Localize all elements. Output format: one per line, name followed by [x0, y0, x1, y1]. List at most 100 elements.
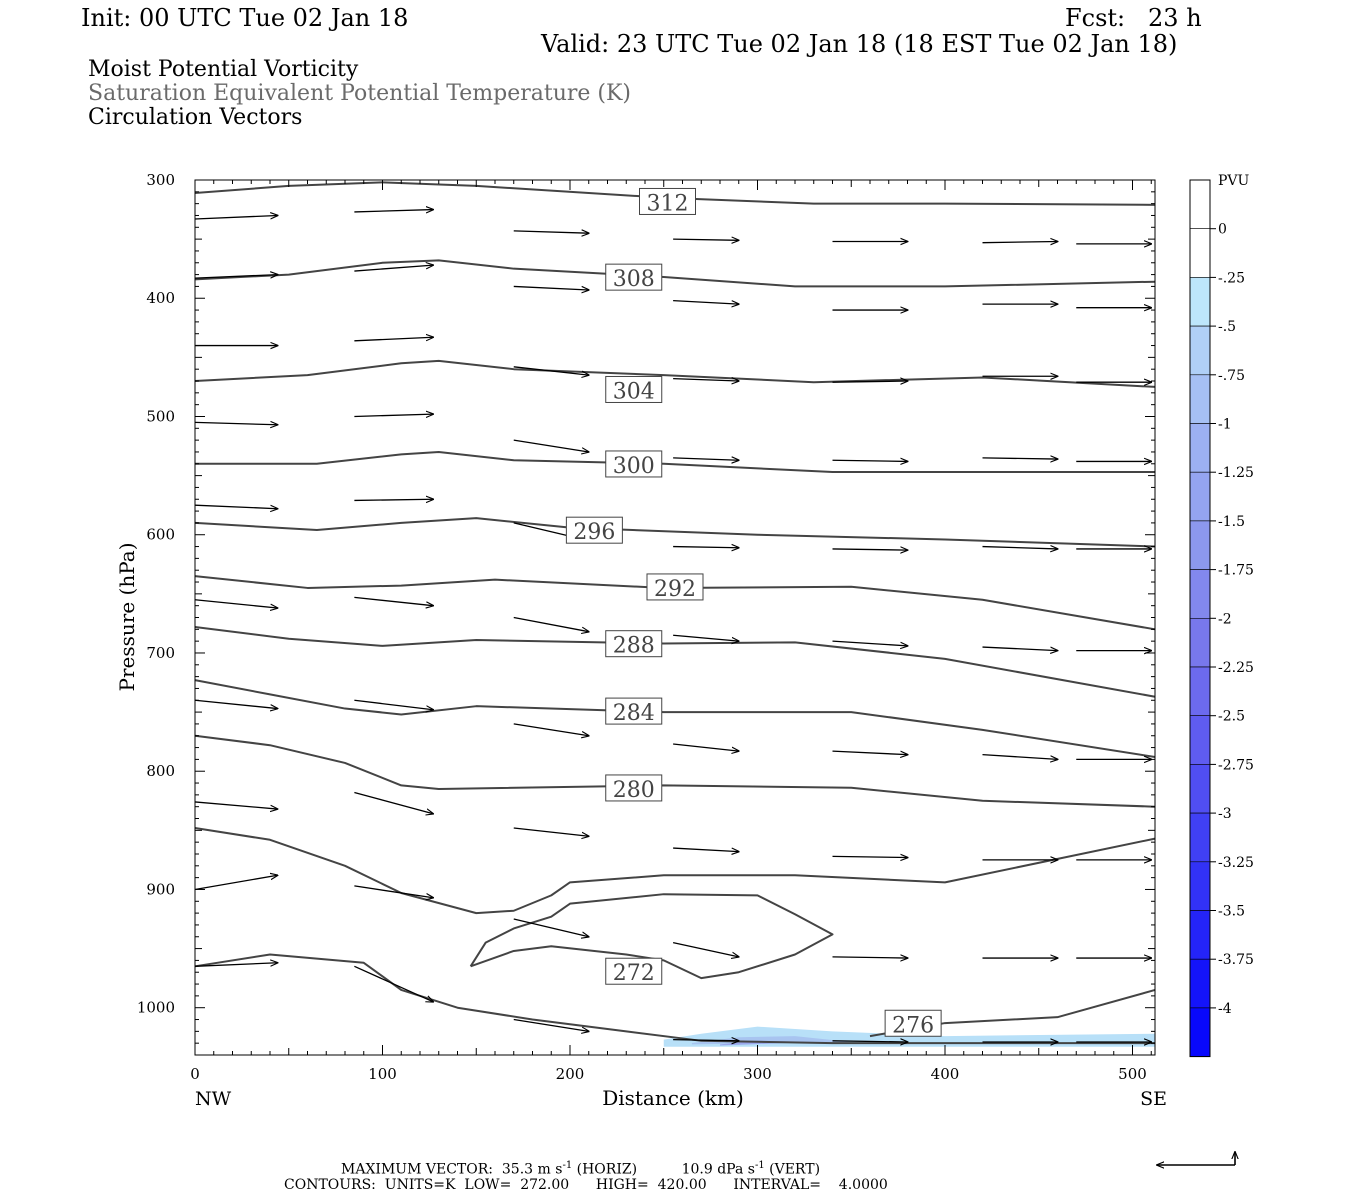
colorbar-swatch-13 [1189, 812, 1211, 863]
y-tick-label: 700 [146, 644, 175, 662]
pv-colorbar: 0 -.25 -.5 -.75 -1 -1.25 -1.5 -1.75 -2 -2.25 -2.5 -… [1189, 179, 1254, 1058]
vector-3-5 [982, 458, 1058, 459]
colorbar-label: -.75 [1218, 368, 1245, 384]
contour-label-312: 312 [639, 187, 696, 216]
colorbar-swatch-15 [1189, 910, 1211, 960]
colorbar-label: -3 [1218, 806, 1232, 822]
vector-6-3 [673, 743, 739, 751]
axis-ticks: 0 100 200 300 400 500 300 400 500 600 700 800 900 100… [137, 171, 1155, 1083]
vector-0-3 [673, 239, 739, 240]
contour-label-text: 284 [613, 701, 655, 726]
colorbar-swatch-3 [1189, 325, 1211, 376]
colorbar-swatch-5 [1189, 423, 1211, 473]
colorbar-label: -3.75 [1218, 952, 1254, 968]
contour-label-text: 312 [647, 191, 689, 216]
vector-6-1 [354, 699, 433, 709]
contour-label-box [605, 630, 663, 658]
vector-5-0 [194, 599, 278, 608]
colorbar-label: 0 [1218, 222, 1227, 238]
colorbar-label: -.25 [1218, 270, 1245, 286]
vector-0-0 [194, 215, 278, 220]
contour-line-308 [194, 259, 1156, 288]
colorbar-label: -1 [1218, 417, 1232, 433]
contour-label-284: 284 [605, 697, 663, 726]
vector-2-1 [354, 337, 433, 342]
contour-line-280 [194, 734, 1156, 808]
y-tick-label: 900 [146, 880, 175, 898]
vector-4-3 [673, 547, 739, 548]
vector-9-3 [673, 1040, 739, 1041]
vector-8-3 [672, 942, 739, 957]
contour-label-box [605, 375, 663, 403]
x-tick-label: 500 [1118, 1065, 1147, 1083]
colorbar-swatch-1 [1189, 228, 1211, 278]
vector-1-1 [354, 265, 433, 272]
vector-0-1 [354, 210, 433, 212]
vector-7-3 [673, 847, 739, 852]
vector-5-1 [354, 596, 433, 605]
contour-label-text: 272 [613, 961, 655, 986]
contour-line-272 [469, 893, 834, 980]
vector-1-2 [513, 285, 589, 290]
vector-7-2 [513, 827, 589, 836]
contour-label-272: 272 [605, 957, 663, 986]
max-vector-line: MAXIMUM VECTOR: 35.3 m s-1 (HORIZ) 10.9 … [341, 1160, 821, 1178]
contour-line-292 [194, 575, 1156, 631]
colorbar-label: -2.5 [1218, 709, 1245, 725]
contour-line-304 [194, 359, 1156, 388]
vector-5-2 [513, 616, 589, 632]
contour-line-312 [194, 181, 1156, 206]
y-tick-label: 300 [146, 171, 175, 189]
vector-3-4 [832, 460, 908, 461]
contour-label-text: 276 [892, 1013, 934, 1038]
colorbar-label: -.5 [1218, 319, 1236, 335]
vector-1-0 [194, 275, 278, 279]
contour-label-text: 280 [613, 778, 655, 803]
contour-label-text: 304 [613, 379, 655, 404]
x-end-label-right: SE [1140, 1088, 1167, 1110]
forecast-hour: Fcst: 23 h [1065, 4, 1202, 32]
vector-0-5 [982, 241, 1058, 242]
reference-vector [1157, 1152, 1235, 1165]
x-tick-label: 300 [743, 1065, 772, 1083]
contour-label-box [565, 516, 623, 544]
vector-8-1 [354, 885, 433, 898]
vector-3-3 [673, 458, 739, 460]
vector-2-4 [832, 381, 908, 382]
y-tick-label: 500 [146, 407, 175, 425]
colorbar-label: -1.25 [1218, 465, 1254, 481]
vector-4-1 [354, 499, 433, 500]
vector-4-0 [194, 504, 278, 509]
colorbar-label: -3.5 [1218, 904, 1245, 920]
colorbar-swatch-2 [1189, 277, 1211, 327]
contours-info-line: CONTOURS: UNITS=K LOW= 272.00 HIGH= 420.… [284, 1177, 888, 1193]
contour-label-box [605, 697, 663, 725]
contour-label-box [605, 957, 663, 985]
title-moist-pv: Moist Potential Vorticity [88, 57, 359, 82]
colorbar-swatch-0 [1189, 179, 1211, 230]
contour-label-box [605, 450, 663, 478]
title-theta-es: Saturation Equivalent Potential Temperat… [88, 81, 631, 106]
vector-0-2 [513, 231, 589, 233]
plot-frame [194, 179, 1156, 1056]
colorbar-label: -1.75 [1218, 563, 1254, 579]
y-tick-label: 400 [146, 289, 175, 307]
contour-label-text: 300 [613, 454, 655, 479]
vector-1-3 [673, 299, 739, 305]
contour-label-box [639, 187, 696, 215]
contour-label-text: 292 [654, 577, 696, 602]
vector-7-4 [832, 856, 908, 857]
contour-line-276 [194, 826, 1156, 915]
colorbar-swatch-12 [1189, 764, 1211, 814]
x-tick-label: 0 [190, 1065, 200, 1083]
colorbar-swatch-6 [1189, 471, 1211, 522]
vector-7-1 [354, 791, 433, 814]
colorbar-label: -4 [1218, 1001, 1232, 1017]
circulation-vectors [194, 210, 1151, 1042]
contour-label-text: 308 [613, 267, 655, 292]
colorbar-swatch-7 [1189, 520, 1211, 570]
contour-label-296: 296 [565, 516, 623, 545]
contour-label-300: 300 [605, 450, 663, 479]
contour-label-box [646, 573, 704, 601]
